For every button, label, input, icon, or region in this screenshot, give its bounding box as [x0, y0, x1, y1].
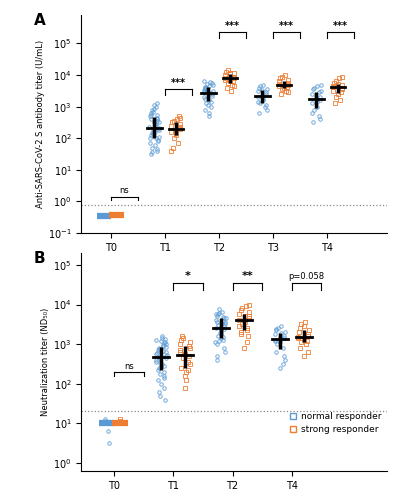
Text: ***: *** [279, 21, 294, 31]
Text: ns: ns [120, 186, 129, 195]
Text: ***: *** [171, 78, 186, 88]
Text: p=0.058: p=0.058 [289, 272, 325, 281]
Y-axis label: Anti-SARS-CoV-2 S antibody titer (U/mL): Anti-SARS-CoV-2 S antibody titer (U/mL) [36, 40, 45, 208]
Text: ***: *** [333, 21, 348, 31]
Text: **: ** [241, 271, 253, 281]
Y-axis label: Neutralization titer (ND₅₀): Neutralization titer (ND₅₀) [42, 308, 50, 416]
Text: ***: *** [225, 21, 240, 31]
Text: ns: ns [124, 362, 133, 371]
Text: *: * [185, 271, 191, 281]
Text: B: B [34, 251, 46, 266]
Legend: normal responder, strong responder: normal responder, strong responder [286, 408, 385, 438]
Text: A: A [34, 13, 46, 28]
